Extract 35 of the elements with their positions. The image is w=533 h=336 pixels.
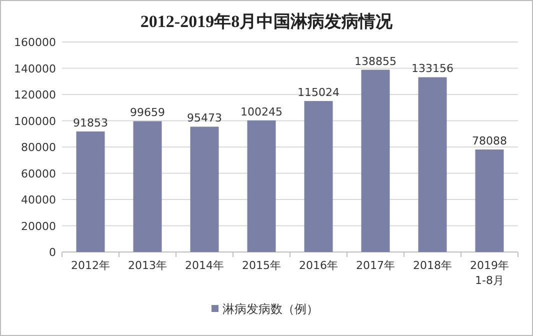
bar bbox=[76, 131, 105, 252]
x-tick-label: 2015年 bbox=[242, 259, 281, 272]
y-tick-label: 160000 bbox=[14, 36, 56, 49]
chart-title: 2012-2019年8月中国淋病发病情况 bbox=[140, 12, 394, 31]
bar bbox=[418, 77, 447, 252]
bar bbox=[133, 121, 162, 252]
y-tick-label: 60000 bbox=[21, 167, 56, 180]
legend-label: 淋病发病数（例） bbox=[222, 302, 318, 316]
data-label: 115024 bbox=[298, 86, 340, 100]
data-label: 91853 bbox=[73, 116, 108, 130]
data-label: 95473 bbox=[187, 112, 222, 125]
bar bbox=[190, 126, 219, 252]
y-tick-label: 80000 bbox=[21, 141, 56, 154]
bar bbox=[475, 150, 504, 252]
x-tick-label: 2012年 bbox=[71, 259, 110, 272]
y-tick-label: 0 bbox=[49, 246, 56, 259]
bar bbox=[361, 70, 390, 252]
y-tick-label: 120000 bbox=[14, 88, 56, 102]
x-tick-label: 2014年 bbox=[185, 259, 224, 272]
y-tick-label: 40000 bbox=[21, 194, 56, 206]
data-label: 138855 bbox=[354, 54, 396, 68]
data-label: 100245 bbox=[240, 105, 282, 118]
x-tick-label: 2018年 bbox=[413, 259, 452, 272]
x-tick-label: 2016年 bbox=[299, 259, 338, 272]
data-label: 78088 bbox=[472, 134, 507, 148]
bar bbox=[304, 101, 333, 252]
x-tick-label: 2019年 1-8月 bbox=[470, 259, 509, 287]
x-tick-label: 2013年 bbox=[128, 259, 167, 272]
y-tick-label: 140000 bbox=[14, 62, 56, 76]
data-label: 133156 bbox=[412, 62, 454, 76]
x-tick-label: 2017年 bbox=[356, 259, 395, 272]
bar bbox=[247, 120, 276, 252]
data-label: 99659 bbox=[130, 106, 165, 120]
y-tick-label: 100000 bbox=[14, 114, 56, 128]
y-tick-label: 20000 bbox=[21, 220, 56, 233]
